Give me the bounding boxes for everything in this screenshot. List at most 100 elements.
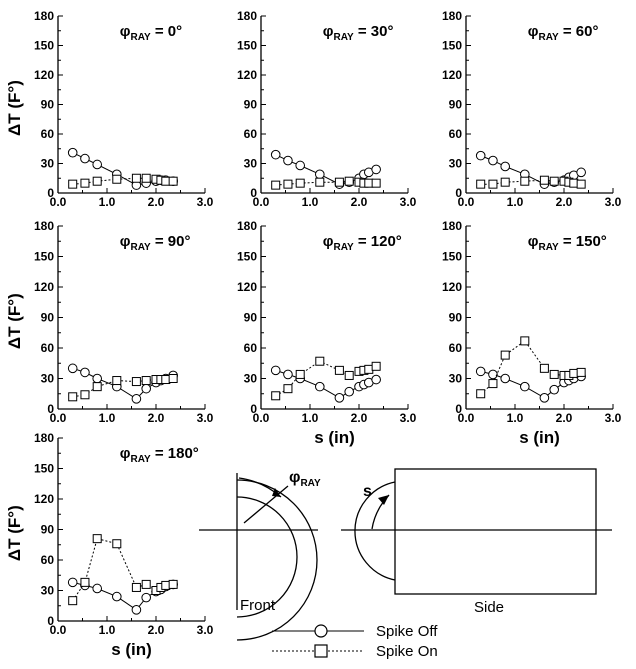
spike-on-point <box>539 175 549 185</box>
panel-title-phi: φ <box>528 23 539 40</box>
y-tick-label: 180 <box>237 219 257 233</box>
spike-on-point <box>112 174 122 184</box>
x-tick-label: 3.0 <box>400 195 417 209</box>
x-axis-label: s (in) <box>111 640 152 659</box>
x-tick-label: 2.0 <box>556 195 573 209</box>
spike-on-point <box>92 382 102 392</box>
y-tick-label: 90 <box>244 311 258 325</box>
side-label: Side <box>474 599 504 616</box>
panel-title-phi: φ <box>120 233 131 250</box>
spike-on-line <box>480 179 582 185</box>
spike-on-point <box>80 390 90 400</box>
x-tick-label: 2.0 <box>148 195 165 209</box>
y-tick-label: 180 <box>34 431 54 445</box>
spike-off-point <box>295 160 306 171</box>
spike-on-point <box>364 178 374 188</box>
spike-off-point <box>539 393 550 403</box>
y-tick-label: 30 <box>41 584 55 598</box>
front-outer-arc <box>236 479 318 641</box>
y-tick-label: 90 <box>41 311 55 325</box>
y-tick-label: 60 <box>449 127 463 141</box>
y-tick-label: 90 <box>244 98 258 112</box>
x-axis-label: s (in) <box>519 428 560 447</box>
y-tick-label: 150 <box>237 39 257 53</box>
x-axis-label: s (in) <box>314 428 355 447</box>
panel-title-sub: RAY <box>333 242 354 253</box>
legend-spike-on-marker <box>314 644 328 658</box>
y-tick-label: 90 <box>41 98 55 112</box>
chart-panel-6: 0 30 60 90 120 150 180 0.0 1.0 2.0 3.0 φRAY = 150° s… <box>442 219 622 447</box>
spike-on-point <box>576 179 586 189</box>
y-tick-label: 90 <box>449 98 463 112</box>
x-tick-label: 1.0 <box>99 411 116 425</box>
chart-panel-7: 0 30 60 90 120 150 180 0.0 1.0 2.0 3.0 φRAY = 180° Δ… <box>5 431 214 659</box>
spike-on-point <box>68 179 78 189</box>
x-tick-label: 0.0 <box>253 411 270 425</box>
panel-title-value: = 60° <box>559 23 599 40</box>
spike-on-point <box>576 367 586 377</box>
x-tick-label: 3.0 <box>197 411 214 425</box>
x-tick-label: 3.0 <box>197 195 214 209</box>
y-tick-label: 0 <box>455 402 462 416</box>
legend: Spike Off Spike On <box>272 623 438 660</box>
spike-off-point <box>141 383 151 394</box>
panel-title-value: = 120° <box>354 233 402 250</box>
spike-on-point <box>539 363 549 373</box>
panel-title-phi: φ <box>323 23 334 40</box>
spike-off-point <box>283 369 293 380</box>
front-ray-line <box>243 485 289 524</box>
spike-on-point <box>476 389 486 399</box>
spike-on-point <box>364 364 374 374</box>
spike-on-point <box>112 539 122 549</box>
x-tick-label: 3.0 <box>197 623 214 637</box>
y-tick-label: 150 <box>442 250 462 264</box>
x-tick-label: 1.0 <box>507 411 524 425</box>
spike-on-point <box>80 577 90 587</box>
spike-on-point <box>520 336 530 346</box>
spike-on-point <box>315 356 325 366</box>
panel-title: φRAY = 60° <box>528 23 599 43</box>
chart-panel-5: 0 30 60 90 120 150 180 0.0 1.0 2.0 3.0 φRAY = 120° s… <box>237 219 417 447</box>
y-tick-label: 180 <box>34 9 54 23</box>
y-tick-label: 60 <box>449 341 463 355</box>
spike-on-point <box>549 176 559 186</box>
spike-on-point <box>295 369 305 379</box>
panel-title-sub: RAY <box>538 32 559 43</box>
spike-off-point <box>141 592 151 603</box>
spike-on-point <box>569 178 579 188</box>
spike-on-point <box>92 176 102 186</box>
spike-on-point <box>80 178 90 188</box>
chart-panel-1: 0 30 60 90 120 150 180 0.0 1.0 2.0 3.0 φRAY = 0° ΔT … <box>5 9 214 209</box>
chart-panel-4: 0 30 60 90 120 150 180 0.0 1.0 2.0 3.0 φRAY = 90° ΔT… <box>5 219 214 425</box>
panel-title-value: = 180° <box>151 445 199 462</box>
spike-on-point <box>295 178 305 188</box>
spike-off-point <box>488 155 498 166</box>
panel-title-value: = 30° <box>354 23 394 40</box>
spike-on-point <box>68 596 78 606</box>
x-tick-label: 3.0 <box>400 411 417 425</box>
y-tick-label: 60 <box>41 341 55 355</box>
y-axis-label: ΔT (F°) <box>5 80 24 136</box>
spike-off-point <box>67 147 78 158</box>
x-tick-label: 3.0 <box>605 411 622 425</box>
x-tick-label: 3.0 <box>605 195 622 209</box>
spike-on-point <box>569 368 579 378</box>
y-tick-label: 90 <box>449 311 463 325</box>
y-tick-label: 150 <box>34 250 54 264</box>
spike-on-point <box>161 375 171 385</box>
side-view-diagram: s Side <box>341 468 612 616</box>
spike-on-point <box>161 176 171 186</box>
panel-title-value: = 90° <box>151 233 191 250</box>
spike-on-point <box>271 180 281 190</box>
spike-on-line <box>72 177 174 185</box>
spike-on-point <box>141 376 151 386</box>
front-angle-arrowhead <box>272 488 281 497</box>
spike-on-point <box>283 384 293 394</box>
s-label: s <box>363 483 372 500</box>
legend-spike-off-label: Spike Off <box>376 623 438 640</box>
panel-title-value: = 0° <box>151 23 182 40</box>
panel-title-phi: φ <box>528 233 539 250</box>
chart-panel-3: 0 30 60 90 120 150 180 0.0 1.0 2.0 3.0 φRAY = 60° <box>442 9 622 209</box>
spike-off-point <box>315 169 325 180</box>
y-tick-label: 180 <box>237 9 257 23</box>
